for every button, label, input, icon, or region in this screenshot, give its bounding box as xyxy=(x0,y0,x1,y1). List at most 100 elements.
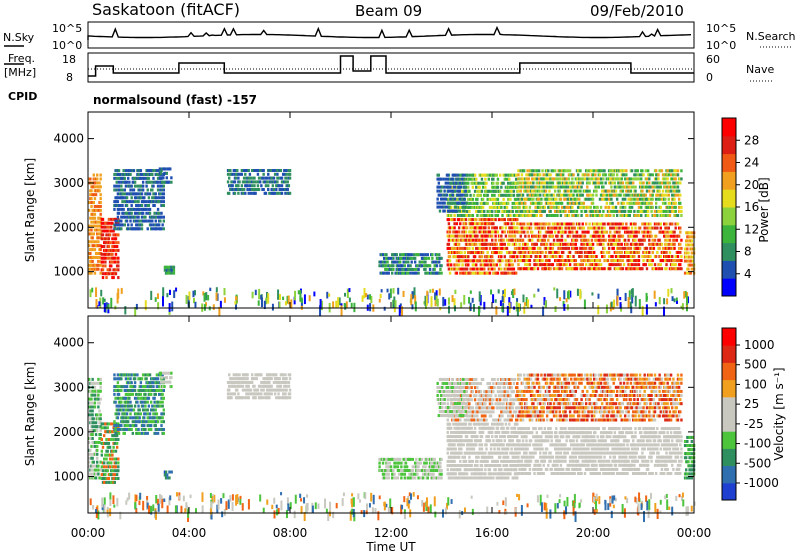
ground-scatter-cell xyxy=(638,299,641,309)
echo-cell xyxy=(646,213,650,217)
echo-cell xyxy=(233,169,237,173)
echo-cell xyxy=(500,251,503,255)
echo-cell xyxy=(385,267,388,271)
nave-tick-low: 0 xyxy=(706,71,713,84)
echo-cell xyxy=(88,201,91,205)
echo-cell xyxy=(487,218,491,222)
echo-cell xyxy=(568,230,572,234)
echo-cell xyxy=(518,205,521,209)
echo-cell xyxy=(571,177,574,181)
echo-cell xyxy=(253,176,256,180)
ground-scatter-cell xyxy=(434,296,437,307)
echo-cell xyxy=(645,181,649,185)
echo-cell xyxy=(591,242,595,246)
echo-cell xyxy=(565,193,568,197)
echo-cell xyxy=(410,260,413,264)
power-ylabel: Slant Range [km] xyxy=(23,158,37,262)
echo-cell xyxy=(478,246,481,250)
echo-cell xyxy=(97,263,100,267)
echo-cell xyxy=(598,173,602,177)
echo-cell xyxy=(547,246,550,250)
echo-cell xyxy=(435,253,439,257)
echo-cell xyxy=(583,259,587,263)
echo-cell xyxy=(679,250,682,254)
echo-cell xyxy=(632,185,635,189)
echo-cell xyxy=(147,196,151,200)
echo-cell xyxy=(162,196,166,200)
echo-cell xyxy=(285,169,288,173)
ground-scatter-cell xyxy=(522,294,525,303)
ground-scatter-cell xyxy=(597,305,600,315)
echo-cell xyxy=(555,185,558,189)
echo-cell xyxy=(555,197,558,201)
echo-cell xyxy=(99,177,102,181)
echo-cell xyxy=(114,396,117,400)
colorbar-tick-label: 28 xyxy=(744,133,759,147)
echo-cell xyxy=(499,173,502,177)
echo-cell xyxy=(587,193,590,197)
echo-cell xyxy=(92,244,95,248)
echo-cell xyxy=(643,209,646,213)
echo-cell xyxy=(90,197,93,201)
echo-cell xyxy=(449,205,453,209)
echo-cell xyxy=(564,197,567,201)
echo-cell xyxy=(586,177,589,181)
echo-cell xyxy=(378,264,381,268)
echo-cell xyxy=(543,238,547,242)
echo-cell xyxy=(469,213,472,217)
echo-cell xyxy=(114,461,118,465)
echo-cell xyxy=(162,184,166,188)
echo-cell xyxy=(162,192,166,196)
echo-cell xyxy=(91,393,94,397)
ground-scatter-cell xyxy=(683,291,686,299)
echo-cell xyxy=(480,267,484,271)
colorbar-swatch xyxy=(722,135,736,155)
echo-cell xyxy=(118,396,122,400)
echo-cell xyxy=(273,172,277,176)
echo-cell xyxy=(645,189,649,193)
echo-cell xyxy=(535,242,539,246)
echo-cell xyxy=(125,219,129,223)
echo-cell xyxy=(459,205,462,209)
echo-cell xyxy=(94,468,98,472)
echo-cell xyxy=(626,242,629,246)
echo-cell xyxy=(534,193,537,197)
echo-cell xyxy=(90,232,93,236)
echo-cell xyxy=(160,169,163,173)
echo-cell xyxy=(508,263,511,267)
echo-cell xyxy=(576,213,580,217)
echo-cell xyxy=(581,177,584,181)
echo-cell xyxy=(241,191,245,195)
echo-cell xyxy=(285,176,288,180)
echo-cell xyxy=(133,184,137,188)
echo-cell xyxy=(674,209,677,213)
ground-scatter-cell xyxy=(319,305,322,316)
echo-cell xyxy=(632,242,635,246)
echo-cell xyxy=(452,209,456,213)
echo-cell xyxy=(620,250,623,254)
echo-cell xyxy=(549,173,552,177)
ground-scatter-cell xyxy=(278,294,281,301)
ground-scatter-cell xyxy=(512,288,515,299)
echo-cell xyxy=(574,234,578,238)
echo-cell xyxy=(625,255,628,259)
echo-cell xyxy=(676,255,680,259)
echo-cell xyxy=(465,193,468,197)
echo-cell xyxy=(544,250,548,254)
echo-cell xyxy=(151,180,154,184)
echo-cell xyxy=(625,173,628,177)
echo-cell xyxy=(456,189,459,193)
echo-cell xyxy=(447,246,451,250)
echo-cell xyxy=(617,246,620,250)
echo-cell xyxy=(575,267,579,271)
echo-cell xyxy=(151,172,154,176)
echo-cell xyxy=(439,189,443,193)
echo-cell xyxy=(674,193,677,197)
echo-cell xyxy=(605,250,609,254)
echo-cell xyxy=(581,222,584,226)
echo-cell xyxy=(635,242,638,246)
echo-cell xyxy=(462,226,465,230)
echo-cell xyxy=(539,246,542,250)
echo-cell xyxy=(469,193,472,197)
echo-cell xyxy=(89,177,92,181)
